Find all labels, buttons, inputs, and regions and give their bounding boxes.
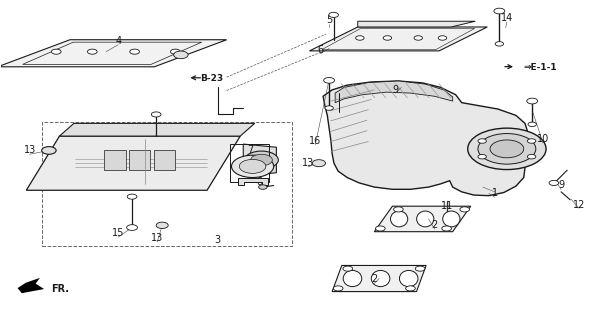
Circle shape — [376, 226, 385, 231]
Text: 5: 5 — [326, 15, 332, 25]
Ellipse shape — [371, 270, 390, 287]
Circle shape — [245, 151, 278, 169]
Polygon shape — [27, 136, 240, 190]
Circle shape — [259, 185, 267, 189]
Circle shape — [478, 155, 486, 159]
Circle shape — [312, 160, 326, 167]
Circle shape — [231, 155, 274, 178]
Text: 15: 15 — [112, 228, 124, 238]
Text: 11: 11 — [440, 201, 453, 211]
Text: 13: 13 — [24, 146, 36, 156]
Ellipse shape — [391, 211, 408, 227]
Circle shape — [356, 36, 364, 40]
Bar — [42, 122, 292, 246]
Circle shape — [239, 159, 266, 173]
Polygon shape — [309, 27, 487, 51]
Circle shape — [495, 42, 504, 46]
Circle shape — [152, 112, 161, 117]
Ellipse shape — [443, 211, 460, 227]
Circle shape — [478, 139, 486, 143]
Circle shape — [130, 49, 140, 54]
Circle shape — [127, 194, 137, 199]
Circle shape — [42, 147, 56, 154]
Polygon shape — [18, 278, 44, 293]
Circle shape — [527, 155, 536, 159]
Text: ⇒E-1-1: ⇒E-1-1 — [523, 63, 557, 72]
Ellipse shape — [417, 211, 434, 227]
Bar — [154, 150, 175, 170]
Circle shape — [460, 207, 469, 212]
Text: B-23: B-23 — [200, 74, 223, 83]
Circle shape — [414, 36, 422, 40]
Text: 2: 2 — [371, 275, 378, 284]
Polygon shape — [358, 21, 475, 27]
Polygon shape — [323, 81, 528, 196]
Bar — [104, 150, 126, 170]
Text: 13: 13 — [302, 158, 314, 168]
Circle shape — [333, 286, 343, 291]
Text: 9: 9 — [393, 85, 399, 95]
Circle shape — [251, 154, 272, 166]
Circle shape — [490, 140, 524, 158]
Circle shape — [156, 222, 169, 228]
Polygon shape — [0, 40, 226, 67]
Circle shape — [478, 133, 536, 164]
Text: 9: 9 — [558, 180, 564, 190]
Text: 1: 1 — [492, 188, 498, 198]
Circle shape — [324, 77, 335, 83]
Bar — [230, 144, 269, 182]
Polygon shape — [59, 123, 255, 136]
Polygon shape — [332, 266, 426, 292]
Circle shape — [494, 8, 505, 14]
Bar — [129, 150, 150, 170]
Polygon shape — [335, 81, 452, 103]
Circle shape — [442, 226, 451, 231]
Circle shape — [467, 128, 546, 170]
Text: 10: 10 — [537, 134, 549, 144]
Text: 2: 2 — [431, 220, 438, 230]
Circle shape — [127, 225, 138, 230]
Text: 14: 14 — [501, 13, 513, 23]
Circle shape — [528, 122, 536, 126]
Text: 12: 12 — [573, 200, 585, 210]
Circle shape — [173, 51, 188, 59]
Circle shape — [329, 12, 338, 17]
Circle shape — [439, 36, 447, 40]
Text: FR.: FR. — [51, 284, 69, 294]
Polygon shape — [243, 144, 277, 176]
Circle shape — [383, 36, 391, 40]
Circle shape — [51, 49, 61, 54]
Circle shape — [416, 266, 425, 271]
Circle shape — [527, 98, 538, 104]
Polygon shape — [237, 178, 268, 186]
Text: 7: 7 — [248, 146, 254, 156]
Ellipse shape — [343, 270, 362, 287]
Circle shape — [325, 106, 333, 110]
Circle shape — [394, 207, 403, 212]
Text: 6: 6 — [317, 45, 323, 55]
Text: 4: 4 — [115, 36, 121, 45]
Circle shape — [549, 180, 559, 186]
Circle shape — [343, 266, 353, 271]
Circle shape — [406, 286, 416, 291]
Circle shape — [88, 49, 97, 54]
Text: 13: 13 — [151, 233, 164, 243]
Circle shape — [527, 139, 536, 143]
Circle shape — [170, 49, 180, 54]
Text: 3: 3 — [214, 235, 220, 245]
Text: 8: 8 — [257, 177, 263, 187]
Text: 16: 16 — [309, 136, 321, 146]
Polygon shape — [374, 206, 471, 232]
Ellipse shape — [399, 270, 418, 287]
